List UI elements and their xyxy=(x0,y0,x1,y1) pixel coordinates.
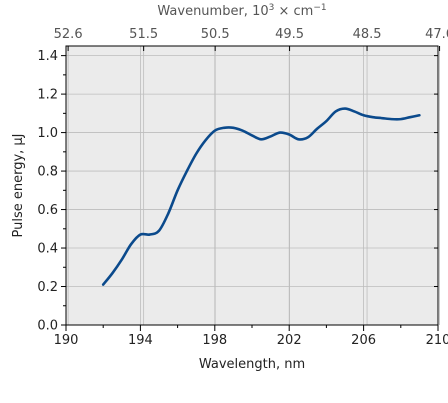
top-tick-label-2: 50.5 xyxy=(201,27,230,42)
x-tick-label-5: 210 xyxy=(426,333,448,348)
series-line-0 xyxy=(101,107,421,286)
y-tick-label-6: 1.2 xyxy=(37,88,58,103)
top-axis-title: Wavenumber, 103 × cm−1 xyxy=(157,3,326,19)
y-tick-label-7: 1.4 xyxy=(37,49,58,64)
y-tick-label-1: 0.2 xyxy=(37,280,58,295)
top-tick-label-0: 52.6 xyxy=(54,27,83,42)
y-tick-label-0: 0.0 xyxy=(37,319,58,334)
x-tick-label-3: 202 xyxy=(277,333,302,348)
plot-area xyxy=(66,46,438,325)
top-tick-label-3: 49.5 xyxy=(275,27,304,42)
x-axis-title: Wavelength, nm xyxy=(199,357,305,372)
x-tick-label-2: 198 xyxy=(202,333,227,348)
top-tick-label-1: 51.5 xyxy=(129,27,158,42)
x-tick-label-4: 206 xyxy=(351,333,376,348)
top-tick-label-4: 48.5 xyxy=(353,27,382,42)
top-tick-label-5: 47.6 xyxy=(425,27,448,42)
y-tick-label-4: 0.8 xyxy=(37,165,58,180)
x-tick-label-1: 194 xyxy=(128,333,153,348)
y-tick-label-2: 0.4 xyxy=(37,242,58,257)
y-tick-label-5: 1.0 xyxy=(37,126,58,141)
y-tick-label-3: 0.6 xyxy=(37,203,58,218)
x-tick-label-0: 190 xyxy=(54,333,79,348)
y-axis-title: Pulse energy, μJ xyxy=(11,133,26,237)
